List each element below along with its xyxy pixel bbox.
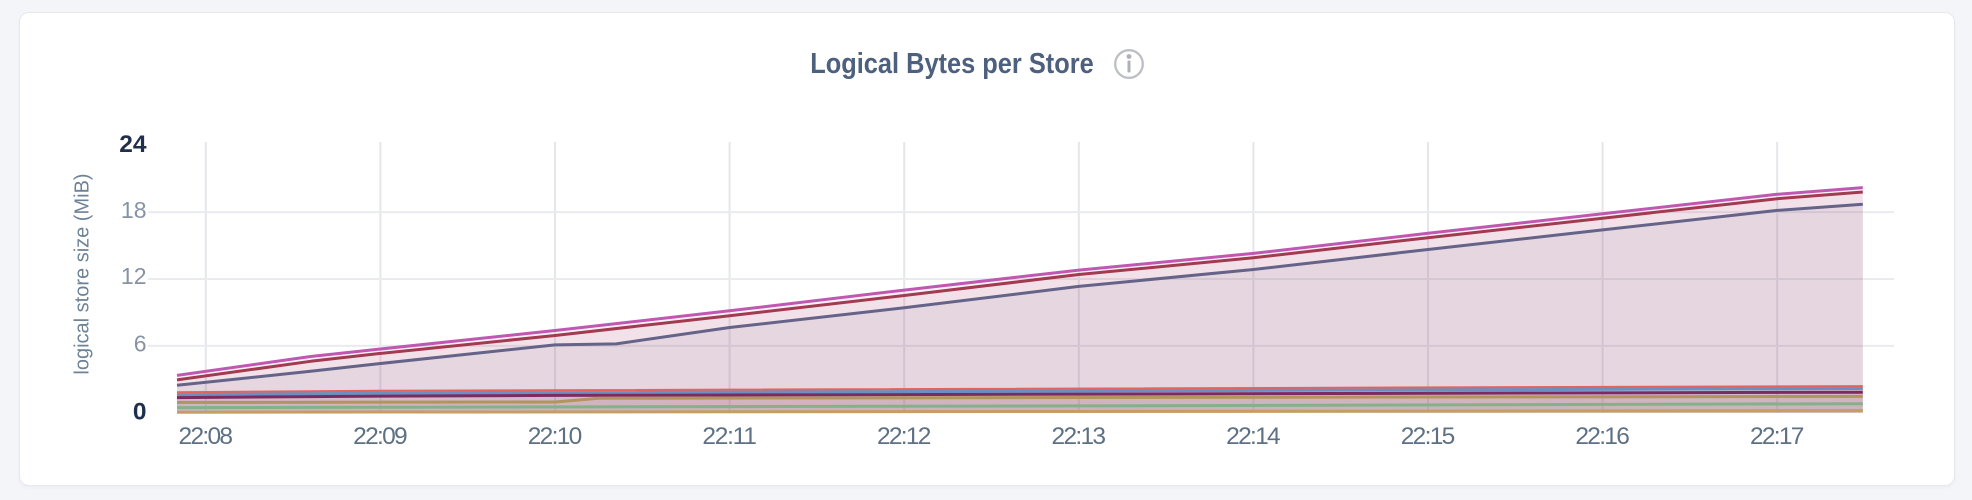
svg-text:6: 6 bbox=[134, 330, 147, 356]
svg-text:22:13: 22:13 bbox=[1052, 423, 1107, 450]
svg-text:22:14: 22:14 bbox=[1226, 423, 1281, 450]
svg-text:22:12: 22:12 bbox=[877, 423, 932, 450]
svg-text:0: 0 bbox=[133, 399, 147, 426]
svg-text:22:11: 22:11 bbox=[702, 423, 757, 450]
svg-text:22:17: 22:17 bbox=[1750, 423, 1805, 450]
svg-text:18: 18 bbox=[121, 197, 147, 223]
svg-text:22:16: 22:16 bbox=[1575, 423, 1630, 450]
svg-text:12: 12 bbox=[121, 263, 147, 289]
svg-text:22:09: 22:09 bbox=[353, 423, 408, 450]
svg-text:22:10: 22:10 bbox=[528, 423, 583, 450]
svg-text:22:08: 22:08 bbox=[179, 423, 234, 450]
svg-text:22:15: 22:15 bbox=[1401, 423, 1456, 450]
svg-text:24: 24 bbox=[119, 131, 147, 158]
